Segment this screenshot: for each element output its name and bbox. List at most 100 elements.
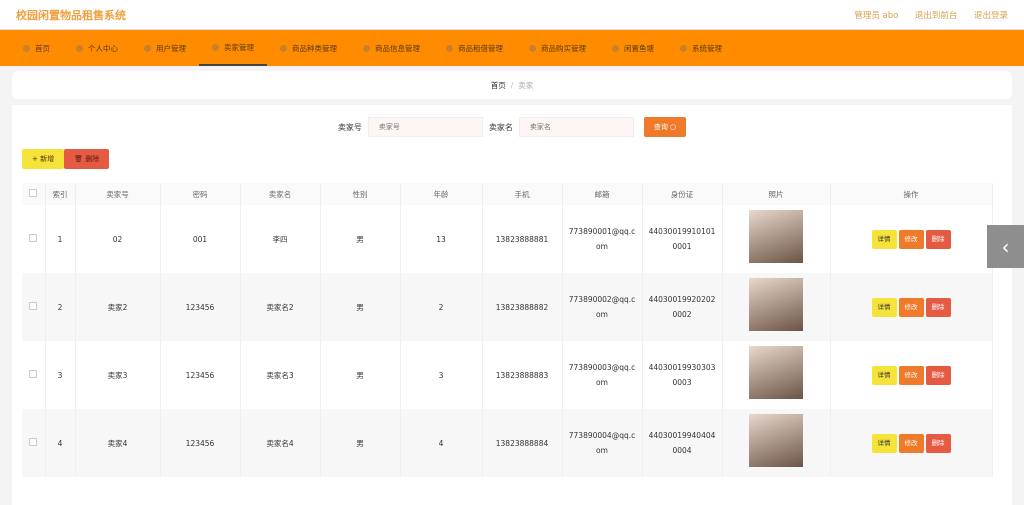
cell-gender: 男 <box>320 273 401 341</box>
checkbox[interactable] <box>29 189 38 197</box>
collapse-side-tab[interactable]: ‹ <box>987 225 1024 268</box>
nav-item[interactable]: 商品租借管理 <box>433 30 516 66</box>
cell-seller_no: 卖家3 <box>75 341 161 409</box>
nav-icon <box>612 44 619 52</box>
seller-photo <box>749 278 803 331</box>
seller-photo <box>749 414 803 467</box>
seller-table: 索引 卖家号 密码 卖家名 性别 年龄 手机 邮箱 身份证 照片 操作 1 02 001 李四男 13 138… <box>22 183 993 477</box>
nav-label: 用户管理 <box>156 43 186 53</box>
cell-age: 4 <box>400 409 483 477</box>
nav-icon <box>23 44 30 52</box>
row-checkbox[interactable] <box>29 233 38 242</box>
column-header: 性别 <box>320 183 401 205</box>
nav-icon <box>529 44 536 52</box>
table-row: 3 卖家3 123456 卖家名3 男 3 13823888883 773890003@qq.… <box>22 341 993 409</box>
cell-phone: 13823888883 <box>482 341 563 409</box>
nav-item[interactable]: 个人中心 <box>63 30 131 66</box>
row-delete-button[interactable]: 删除 <box>925 433 951 453</box>
logout-link[interactable]: 退出登录 <box>973 10 1008 21</box>
cell-password: 123456 <box>160 273 241 341</box>
cell-id_card: 440300199404040004 <box>642 409 723 477</box>
delete-button[interactable]: 🗑 删除 <box>64 149 110 169</box>
edit-button[interactable]: 修改 <box>898 297 924 317</box>
column-header: 邮箱 <box>562 183 643 205</box>
row-delete-button[interactable]: 删除 <box>925 297 951 317</box>
nav-label: 商品购买管理 <box>541 43 586 53</box>
nav-label: 卖家管理 <box>224 42 254 52</box>
row-delete-button[interactable]: 删除 <box>925 365 951 385</box>
detail-button[interactable]: 详情 <box>871 365 897 385</box>
cell-password: 123456 <box>160 341 241 409</box>
top-bar: 校园闲置物品租售系统 管理员 abo 退出到前台 退出登录 <box>0 0 1024 30</box>
detail-button[interactable]: 详情 <box>871 433 897 453</box>
nav-item[interactable]: 商品购买管理 <box>516 30 599 66</box>
nav-item[interactable]: 卖家管理 <box>199 30 267 66</box>
cell-index: 4 <box>45 409 76 477</box>
seller-photo <box>749 210 803 263</box>
table-row: 1 02 001 李四男 13 13823888881 773890001@qq.com 44… <box>22 205 993 273</box>
seller-name-input[interactable] <box>518 117 634 137</box>
detail-button[interactable]: 详情 <box>871 297 897 317</box>
breadcrumb: 首页 / 卖家 <box>12 71 1012 99</box>
cell-email: 773890001@qq.com <box>562 205 643 273</box>
main-nav: 首页 个人中心 用户管理 卖家管理 商品种类管理 商品信息管理 商品租借管理 商品购买管理 闲置… <box>0 30 1024 66</box>
add-button[interactable]: + 新增 <box>22 149 65 169</box>
seller-no-label: 卖家号 <box>337 122 362 132</box>
edit-button[interactable]: 修改 <box>898 365 924 385</box>
content-card: 卖家号 卖家名 查询 ○ + 新增 🗑 删除 索引卖家号密码卖家名性别年龄手机邮… <box>12 105 1012 505</box>
row-checkbox[interactable] <box>29 437 38 446</box>
cell-gender: 男 <box>320 205 401 273</box>
cell-seller_no: 卖家2 <box>75 273 161 341</box>
header-select-all[interactable] <box>22 183 46 205</box>
column-header: 操作 <box>830 183 993 205</box>
nav-icon <box>363 44 370 52</box>
row-checkbox[interactable] <box>29 369 38 378</box>
nav-icon <box>680 44 687 52</box>
nav-icon <box>446 44 453 52</box>
cell-seller_no: 卖家4 <box>75 409 161 477</box>
cell-seller_no: 02 <box>75 205 161 273</box>
seller-no-input[interactable] <box>367 117 483 137</box>
edit-button[interactable]: 修改 <box>898 433 924 453</box>
breadcrumb-home[interactable]: 首页 <box>490 80 506 90</box>
cell-phone: 13823888881 <box>482 205 563 273</box>
nav-label: 系统管理 <box>692 43 722 53</box>
cell-name: 卖家名3 <box>240 341 321 409</box>
nav-icon <box>144 44 151 52</box>
cell-email: 773890003@qq.com <box>562 341 643 409</box>
column-header: 身份证 <box>642 183 723 205</box>
column-header: 手机 <box>482 183 563 205</box>
column-header: 索引 <box>45 183 76 205</box>
cell-password: 001 <box>160 205 241 273</box>
row-checkbox[interactable] <box>29 301 38 310</box>
breadcrumb-current: 卖家 <box>518 80 534 90</box>
row-delete-button[interactable]: 删除 <box>925 229 951 249</box>
cell-password: 123456 <box>160 409 241 477</box>
search-bar: 卖家号 卖家名 查询 ○ <box>22 117 1002 137</box>
nav-label: 闲置鱼塘 <box>624 43 654 53</box>
column-header: 照片 <box>722 183 831 205</box>
admin-user: 管理员 abo <box>854 10 899 21</box>
nav-item[interactable]: 商品信息管理 <box>350 30 433 66</box>
cell-gender: 男 <box>320 341 401 409</box>
cell-age: 13 <box>400 205 483 273</box>
search-button[interactable]: 查询 ○ <box>643 117 687 137</box>
seller-photo <box>749 346 803 399</box>
table-row: 2 卖家2 123456 卖家名2 男 2 13823888882 773890002@qq.… <box>22 273 993 341</box>
nav-item[interactable]: 首页 <box>10 30 63 66</box>
table-row: 4 卖家4 123456 卖家名4 男 4 13823888884 773890004@qq.… <box>22 409 993 477</box>
cell-age: 2 <box>400 273 483 341</box>
app-title: 校园闲置物品租售系统 <box>16 8 126 22</box>
edit-button[interactable]: 修改 <box>898 229 924 249</box>
cell-id_card: 440300199303030003 <box>642 341 723 409</box>
cell-index: 3 <box>45 341 76 409</box>
nav-item[interactable]: 用户管理 <box>131 30 199 66</box>
cell-name: 卖家名4 <box>240 409 321 477</box>
detail-button[interactable]: 详情 <box>871 229 897 249</box>
nav-item[interactable]: 系统管理 <box>667 30 735 66</box>
nav-item[interactable]: 闲置鱼塘 <box>599 30 667 66</box>
cell-id_card: 440300199101010001 <box>642 205 723 273</box>
cell-name: 卖家名2 <box>240 273 321 341</box>
nav-item[interactable]: 商品种类管理 <box>267 30 350 66</box>
back-to-front-link[interactable]: 退出到前台 <box>914 10 958 21</box>
